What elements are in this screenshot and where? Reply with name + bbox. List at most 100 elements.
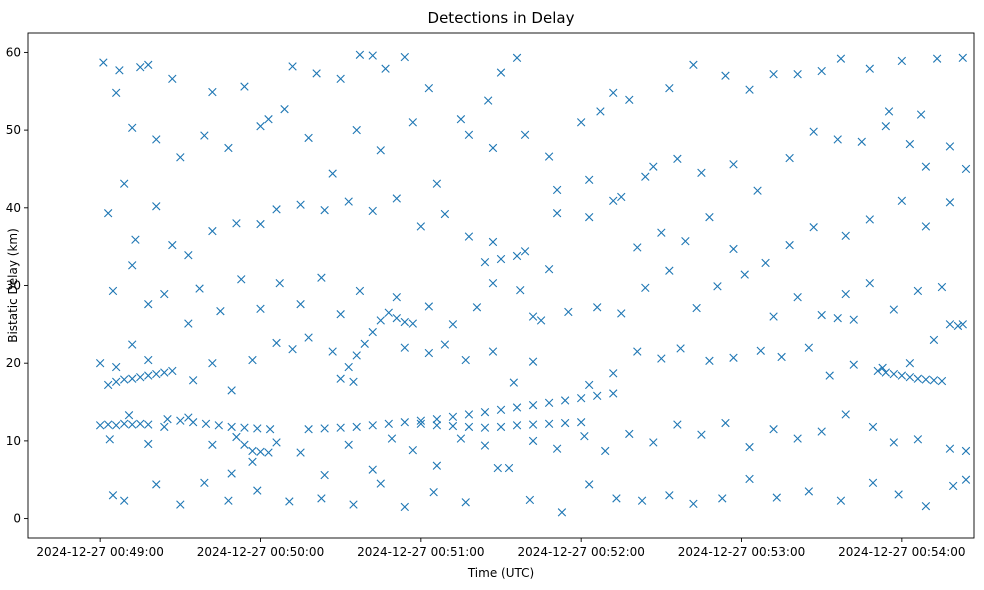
data-point-marker [163,414,172,424]
data-point-marker [496,254,506,264]
data-point-marker [905,372,915,382]
data-point-marker [136,372,145,382]
data-point-marker [609,88,618,98]
data-point-marker [384,308,393,317]
data-point-marker [509,378,519,387]
data-point-marker [729,353,738,362]
data-point-marker [961,164,971,174]
data-point-marker [637,496,647,505]
data-point-marker [761,258,770,268]
data-point-marker [552,185,562,195]
data-point-marker [785,240,794,250]
data-point-marker [480,407,490,417]
data-point-marker [103,209,113,218]
data-point-marker [227,469,236,478]
data-point-marker [103,380,113,390]
data-point-marker [432,414,442,424]
data-point-marker [184,251,193,260]
data-point-marker [649,162,658,171]
x-tick-label: 2024-12-27 00:53:00 [678,545,805,559]
data-point-marker [208,226,217,236]
data-point-marker [456,115,466,124]
data-point-marker [320,424,329,433]
data-point-marker [160,289,169,299]
data-point-marker [344,197,353,206]
data-point-marker [557,508,567,517]
data-point-marker [408,319,418,328]
data-point-marker [264,448,273,457]
data-point-marker [144,299,153,309]
y-axis-label: Bistatic Delay (km) [6,228,20,343]
data-point-marker [227,386,236,395]
data-point-marker [111,362,121,372]
data-point-marker [868,422,878,432]
data-point-marker [520,130,530,139]
data-point-marker [232,219,241,228]
data-point-marker [304,133,313,143]
data-point-marker [516,285,525,295]
data-point-marker [512,421,522,430]
series-track-rising-a [103,366,177,390]
data-point-marker [408,446,418,455]
data-point-marker [272,205,281,214]
y-tick-label: 0 [13,512,21,526]
data-point-marker [168,240,177,250]
data-point-marker [609,389,618,398]
data-point-marker [392,313,401,323]
data-point-marker [105,435,114,444]
data-point-marker [264,115,273,124]
data-point-marker [232,432,241,442]
data-point-marker [769,312,778,321]
data-point-marker [480,258,490,267]
data-point-marker [408,118,418,127]
data-point-marker [480,441,490,450]
data-point-marker [349,500,358,509]
data-point-marker [424,302,434,311]
data-point-marker [464,422,474,432]
data-point-marker [544,419,554,428]
data-point-marker [809,223,818,232]
data-point-marker [416,222,426,231]
data-point-marker [355,50,365,59]
data-point-marker [256,219,265,229]
data-point-marker [124,411,134,420]
data-point-marker [609,196,618,206]
x-tick-label: 2024-12-27 00:50:00 [197,545,324,559]
data-point-marker [384,419,393,428]
data-point-marker [633,347,642,356]
data-point-marker [448,320,458,329]
data-point-marker [692,303,701,313]
y-tick-label: 60 [6,45,21,59]
data-point-marker [368,327,377,337]
data-point-marker [552,209,562,218]
data-point-marker [673,154,682,164]
data-point-marker [128,340,137,349]
data-point-marker [432,461,442,470]
data-point-marker [552,444,562,453]
data-point-marker [256,304,265,313]
data-point-marker [464,130,474,139]
data-point-marker [224,496,233,505]
data-point-marker [584,480,594,489]
data-point-marker [868,478,878,488]
x-tick-label: 2024-12-27 00:52:00 [517,545,644,559]
data-point-marker [317,494,326,503]
series-track-rising-b [304,389,618,434]
data-point-marker [195,284,204,293]
data-point-marker [705,356,714,366]
data-point-marker [144,439,153,449]
data-point-marker [945,444,955,453]
data-point-marker [200,478,209,488]
data-point-marker [729,244,738,254]
data-point-marker [512,53,522,63]
data-point-marker [160,368,169,377]
data-point-marker [836,496,846,505]
data-point-marker [945,142,955,151]
data-point-marker [381,64,390,73]
data-point-marker [400,502,409,512]
data-point-marker [376,316,385,325]
data-point-marker [248,446,257,456]
data-point-marker [496,68,506,77]
data-point-marker [248,355,257,365]
